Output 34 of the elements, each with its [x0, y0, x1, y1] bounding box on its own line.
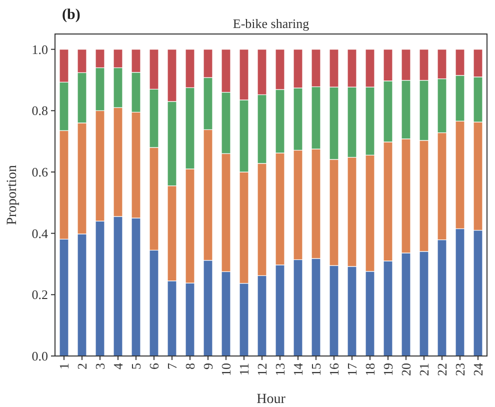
x-tick-label: 18: [362, 363, 378, 376]
y-tick-label: 1.0: [32, 42, 48, 57]
x-tick-label: 8: [182, 363, 198, 370]
x-tick-label: 1: [56, 363, 72, 370]
y-tick-label: 0.6: [32, 164, 48, 180]
x-tick-label: 21: [416, 363, 432, 376]
x-tick-label: 2: [74, 363, 90, 370]
x-tick-label: 15: [308, 363, 324, 376]
x-tick-label: 5: [128, 363, 144, 370]
x-tick-label: 4: [110, 362, 126, 370]
y-tick-label: 0.2: [32, 287, 48, 302]
x-tick-label: 3: [92, 363, 108, 370]
x-tick-label: 19: [380, 363, 396, 376]
x-tick-label: 22: [434, 363, 450, 376]
y-tick-label: 0.0: [32, 348, 48, 364]
x-tick-label: 9: [200, 363, 216, 370]
x-tick-label: 23: [452, 363, 468, 376]
x-tick-label: 12: [254, 363, 270, 376]
x-tick-label: 10: [218, 363, 234, 376]
text: (b): [62, 7, 80, 23]
chart-title: E-bike sharing: [232, 16, 310, 31]
x-tick-label: 20: [398, 363, 414, 376]
y-tick-label: 0.8: [32, 103, 48, 118]
x-tick-label: 24: [470, 362, 486, 376]
x-tick-label: 13: [272, 363, 288, 376]
x-tick-label: 6: [146, 362, 162, 370]
x-tick-label: 16: [326, 362, 342, 376]
x-tick-label: 14: [290, 362, 306, 376]
x-tick-label: 11: [236, 363, 252, 376]
x-tick-label: 7: [164, 362, 180, 370]
x-tick-label: 17: [344, 362, 360, 376]
y-axis-title: Proportion: [5, 165, 20, 225]
y-tick-label: 0.4: [32, 226, 48, 241]
x-axis-title: Hour: [256, 392, 286, 407]
